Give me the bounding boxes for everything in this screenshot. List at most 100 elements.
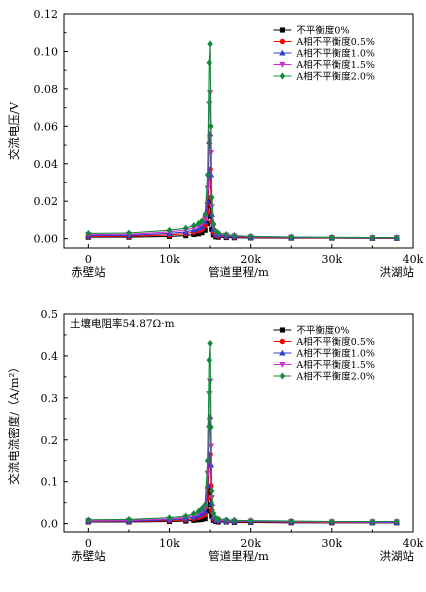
data-point: [208, 487, 215, 495]
plot-frame: [63, 13, 414, 249]
data-point: [204, 470, 211, 477]
data-point: [394, 233, 400, 242]
data-point: [247, 232, 254, 240]
y-tick-label: 0.02: [34, 195, 59, 208]
chart-panel-2: 0.00.10.20.30.40.50 10k 20k 30k 40k不平衡度0%A相不…: [7, 308, 424, 563]
data-point: [223, 516, 230, 524]
data-point: [329, 517, 335, 526]
legend-label: A相不平衡度2.0%: [295, 71, 375, 83]
y-axis-label: 交流电压/V: [7, 101, 21, 160]
legend-label: A相不平衡度0.5%: [295, 36, 375, 48]
x-tick-label: 30k: [322, 537, 343, 550]
legend-marker: [279, 27, 285, 33]
data-point: [183, 224, 189, 232]
x-axis-label: 管道里程/m: [208, 265, 269, 279]
data-point: [394, 517, 400, 526]
x-tick-label: 40k: [403, 537, 424, 550]
data-point: [199, 217, 205, 225]
data-point: [199, 505, 205, 513]
data-point: [208, 204, 215, 211]
start-station-label: 赤壁站: [71, 549, 106, 563]
x-tick-label: 0: [85, 537, 92, 550]
legend-label: A相不平衡度1.0%: [295, 48, 375, 60]
data-point: [204, 457, 211, 465]
legend-marker: [279, 338, 286, 345]
x-tick-label: 30k: [322, 253, 343, 266]
legend-label: A相不平衡度0.5%: [295, 336, 375, 348]
series-line-2: [88, 454, 397, 523]
legend-label: A相不平衡度1.5%: [295, 359, 375, 371]
data-point: [85, 516, 92, 524]
data-point: [208, 193, 215, 201]
data-point: [231, 231, 238, 239]
chart-annotation: 土壤电阻率54.87Ω·m: [70, 317, 175, 330]
data-point: [183, 512, 189, 520]
data-point: [126, 515, 132, 523]
legend-marker: [279, 72, 286, 80]
data-point: [209, 513, 215, 519]
series-line-3: [88, 133, 397, 239]
data-point: [202, 227, 208, 233]
series-line-2: [88, 169, 397, 239]
data-point: [208, 122, 214, 130]
x-tick-label: 10k: [159, 253, 180, 266]
x-tick-label: 20k: [240, 537, 261, 550]
data-point: [288, 233, 294, 241]
y-tick-label: 0.3: [41, 392, 59, 405]
x-tick-label: 40k: [403, 253, 424, 266]
legend-label: A相不平衡度1.0%: [295, 348, 375, 360]
end-station-label: 洪湖站: [380, 265, 415, 279]
legend-label: 不平衡度0%: [296, 25, 349, 37]
y-tick-label: 0.06: [34, 120, 59, 133]
series-line-1: [88, 489, 397, 524]
data-point: [207, 339, 213, 347]
data-point: [223, 231, 230, 239]
data-point: [202, 516, 208, 522]
data-point: [191, 510, 197, 518]
data-point: [204, 171, 211, 179]
data-point: [205, 508, 211, 514]
data-point: [369, 517, 376, 526]
start-station-label: 赤壁站: [71, 265, 106, 279]
legend-marker: [279, 49, 286, 56]
series-line-3: [88, 416, 397, 523]
y-tick-label: 0.0: [41, 518, 59, 531]
data-point: [166, 226, 173, 234]
legend-marker: [279, 38, 286, 45]
legend-label: 不平衡度0%: [296, 325, 349, 337]
data-point: [247, 517, 254, 525]
legend-marker: [279, 61, 286, 68]
data-point: [206, 59, 213, 67]
data-point: [207, 198, 213, 204]
y-tick-label: 0.5: [41, 308, 59, 321]
data-point: [202, 501, 208, 509]
x-tick-label: 20k: [240, 253, 261, 266]
data-point: [166, 514, 173, 522]
y-tick-label: 0.4: [41, 350, 59, 363]
data-point: [288, 517, 294, 525]
legend-marker: [279, 349, 286, 356]
y-axis-label: 交流电流密度/（A/m²）: [7, 361, 21, 485]
data-point: [206, 491, 212, 497]
data-point: [196, 231, 202, 237]
data-point: [208, 423, 214, 431]
chart-panel-1: 0.00 0.02 0.04 0.06 0.08 0.10 0.12 0 10k 20k 30k 40…: [7, 8, 424, 279]
legend-label: A相不平衡度2.0%: [295, 371, 375, 383]
data-point: [215, 515, 221, 523]
data-point: [369, 233, 376, 242]
y-tick-label: 0.1: [41, 476, 59, 489]
data-point: [191, 222, 197, 230]
plot-frame: [63, 313, 414, 533]
data-point: [210, 220, 217, 228]
data-point: [213, 227, 219, 235]
x-axis-label: 管道里程/m: [208, 549, 269, 563]
data-point: [329, 233, 335, 241]
legend-marker: [279, 372, 286, 380]
data-point: [204, 185, 211, 192]
end-station-label: 洪湖站: [380, 549, 415, 563]
y-tick-label: 0.12: [34, 8, 59, 21]
y-tick-label: 0.00: [34, 233, 59, 246]
legend-marker: [279, 327, 285, 333]
legend-label: A相不平衡度1.5%: [295, 59, 375, 71]
